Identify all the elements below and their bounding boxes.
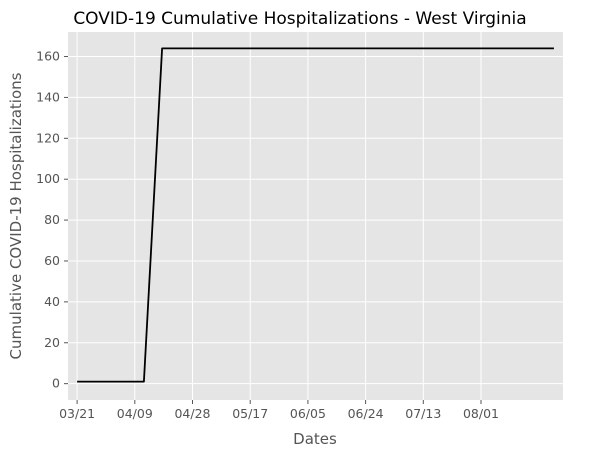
y-tick-label: 60	[44, 253, 60, 268]
x-tick-label: 04/28	[174, 406, 210, 421]
axis-ticks: 0 20 40 60 80 100 120 140 160 03/21 04/09 04/28 05/1…	[36, 49, 499, 421]
x-tick-label: 05/17	[232, 406, 268, 421]
y-tick-label: 20	[44, 335, 60, 350]
x-tick-label: 08/01	[463, 406, 499, 421]
chart-title: COVID-19 Cumulative Hospitalizations - W…	[73, 9, 526, 29]
grid	[68, 32, 563, 400]
y-tick-label: 120	[36, 130, 60, 145]
y-tick-label: 160	[36, 49, 60, 64]
x-tick-label: 06/24	[348, 406, 384, 421]
y-tick-label: 40	[44, 294, 60, 309]
y-tick-label: 80	[44, 212, 60, 227]
x-tick-label: 03/21	[59, 406, 95, 421]
series-line	[77, 47, 554, 383]
x-tick-label: 07/13	[405, 406, 441, 421]
plot-background	[68, 32, 563, 400]
y-tick-label: 100	[36, 171, 60, 186]
series-layer	[77, 47, 554, 383]
x-tick-label: 06/05	[290, 406, 326, 421]
y-axis-label: Cumulative COVID-19 Hospitalizations	[7, 72, 25, 359]
y-tick-label: 0	[52, 376, 60, 391]
y-tick-label: 140	[36, 89, 60, 104]
x-axis-label: Dates	[293, 430, 337, 448]
x-tick-label: 04/09	[117, 406, 153, 421]
